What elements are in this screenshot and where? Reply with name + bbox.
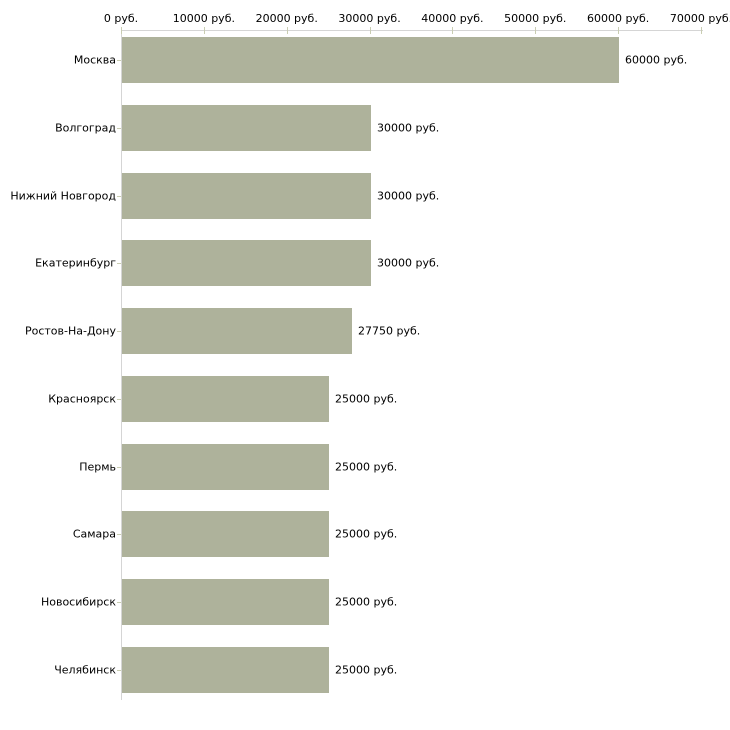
x-tick-mark [121, 27, 122, 34]
x-tick-label: 20000 руб. [255, 12, 318, 25]
value-label: 25000 руб. [335, 527, 398, 541]
y-tick-mark [117, 399, 121, 400]
category-label: Волгоград [55, 121, 116, 135]
bar [122, 444, 329, 490]
value-label: 25000 руб. [335, 392, 398, 406]
x-axis-line [121, 30, 703, 31]
x-tick-mark [452, 27, 454, 34]
value-label: 30000 руб. [377, 256, 440, 270]
y-tick-mark [117, 331, 121, 332]
category-label: Красноярск [48, 392, 116, 406]
y-tick-mark [117, 670, 121, 671]
value-label: 60000 руб. [625, 53, 688, 67]
x-tick-label: 0 руб. [103, 12, 139, 25]
x-tick-mark [535, 27, 537, 34]
category-label: Ростов-На-Дону [24, 324, 116, 338]
value-label: 30000 руб. [377, 189, 440, 203]
bar [122, 511, 329, 557]
y-tick-mark [117, 602, 121, 603]
value-label: 25000 руб. [335, 460, 398, 474]
bar [122, 240, 371, 286]
category-label: Самара [72, 527, 116, 541]
y-tick-mark [117, 263, 121, 264]
value-label: 30000 руб. [377, 121, 440, 135]
x-tick-label: 30000 руб. [338, 12, 401, 25]
category-label: Москва [73, 53, 116, 67]
x-tick-mark [701, 27, 702, 34]
category-label: Новосибирск [40, 595, 116, 609]
value-label: 25000 руб. [335, 595, 398, 609]
x-tick-mark [369, 27, 371, 34]
value-label: 25000 руб. [335, 663, 398, 677]
y-axis-line [121, 30, 122, 700]
x-tick-label: 10000 руб. [172, 12, 235, 25]
bar [122, 37, 619, 83]
x-tick-mark [203, 27, 205, 34]
category-label: Екатеринбург [35, 256, 116, 270]
y-tick-mark [117, 196, 121, 197]
x-tick-mark [618, 27, 620, 34]
value-label: 27750 руб. [358, 324, 421, 338]
bar [122, 647, 329, 693]
bar [122, 308, 352, 354]
x-tick-mark [286, 27, 288, 34]
y-tick-mark [117, 60, 121, 61]
bar [122, 105, 371, 151]
category-label: Пермь [79, 460, 116, 474]
bar [122, 173, 371, 219]
x-tick-label: 50000 руб. [504, 12, 567, 25]
y-tick-mark [117, 467, 121, 468]
category-label: Челябинск [54, 663, 116, 677]
category-label: Нижний Новгород [10, 189, 116, 203]
bar [122, 376, 329, 422]
y-tick-mark [117, 128, 121, 129]
y-tick-mark [117, 534, 121, 535]
x-tick-label: 70000 руб. [669, 12, 730, 25]
x-tick-label: 60000 руб. [587, 12, 650, 25]
x-tick-label: 40000 руб. [421, 12, 484, 25]
bar [122, 579, 329, 625]
